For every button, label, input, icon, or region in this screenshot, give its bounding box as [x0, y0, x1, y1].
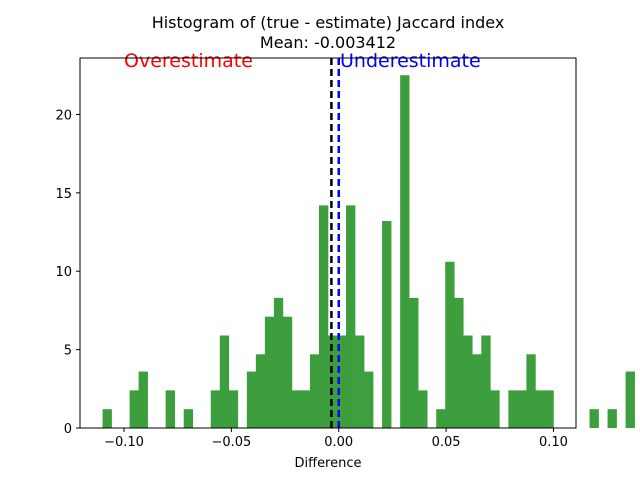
x-axis-ticks: −0.10 −0.05 0.00 0.05 0.10	[104, 428, 568, 450]
histogram-bar	[273, 297, 284, 428]
underestimate-annotation: Underestimate	[340, 50, 481, 72]
x-tick-label: 0.05	[432, 435, 461, 450]
histogram-bar	[535, 390, 545, 428]
histogram-bar	[219, 335, 230, 428]
histogram-bar	[625, 371, 635, 428]
chart-title-line-1: Histogram of (true - estimate) Jaccard i…	[152, 13, 505, 32]
histogram-bar	[463, 335, 473, 428]
y-tick-label: 10	[55, 265, 72, 280]
histogram-bar	[418, 390, 428, 428]
y-axis-ticks: 0 5 10 15 20	[55, 108, 80, 437]
histogram-bar	[409, 297, 419, 428]
histogram-bar	[445, 261, 455, 428]
histogram-bar	[309, 354, 320, 428]
overestimate-annotation: Overestimate	[124, 50, 253, 72]
histogram-bar	[607, 409, 617, 428]
histogram-bar	[228, 390, 239, 428]
histogram-bar	[291, 390, 302, 428]
histogram-bar	[102, 409, 112, 428]
histogram-bar	[526, 354, 536, 428]
histogram-bar	[282, 316, 293, 428]
histogram-bar	[165, 390, 175, 428]
histogram-bar	[517, 390, 527, 428]
histogram-bar	[400, 75, 410, 428]
histogram-bars	[102, 75, 635, 428]
histogram-bar	[355, 335, 365, 428]
histogram-bar	[300, 390, 311, 428]
x-tick-label: 0.00	[324, 435, 353, 450]
histogram-bar	[183, 409, 194, 428]
y-tick-label: 0	[64, 422, 72, 437]
y-tick-label: 5	[64, 344, 72, 359]
histogram-bar	[436, 409, 446, 428]
x-axis-label: Difference	[294, 456, 361, 471]
histogram-bar	[490, 390, 500, 428]
histogram-bar	[346, 205, 356, 428]
histogram-bar	[508, 390, 518, 428]
histogram-bar	[255, 354, 266, 428]
histogram-bar	[138, 371, 148, 428]
y-tick-label: 20	[55, 108, 72, 123]
y-tick-label: 15	[55, 187, 72, 202]
histogram-bar	[364, 371, 374, 428]
x-tick-label: −0.05	[211, 435, 251, 450]
plot-frame	[79, 57, 577, 429]
histogram-bar	[589, 409, 599, 428]
histogram-bar	[318, 205, 329, 428]
histogram-bar	[481, 335, 491, 428]
histogram-bar	[382, 221, 392, 428]
x-tick-label: −0.10	[104, 435, 144, 450]
histogram-bar	[454, 297, 464, 428]
histogram-bar	[264, 316, 275, 428]
histogram-bar	[544, 390, 554, 428]
histogram-bar	[129, 390, 139, 428]
histogram-bar	[337, 335, 347, 428]
x-tick-label: 0.10	[539, 435, 568, 450]
histogram-bar	[246, 371, 257, 428]
histogram-bar	[472, 354, 482, 428]
reference-lines	[330, 58, 340, 428]
histogram-bar	[210, 390, 221, 428]
chart-title-line-2: Mean: -0.003412	[260, 33, 396, 52]
